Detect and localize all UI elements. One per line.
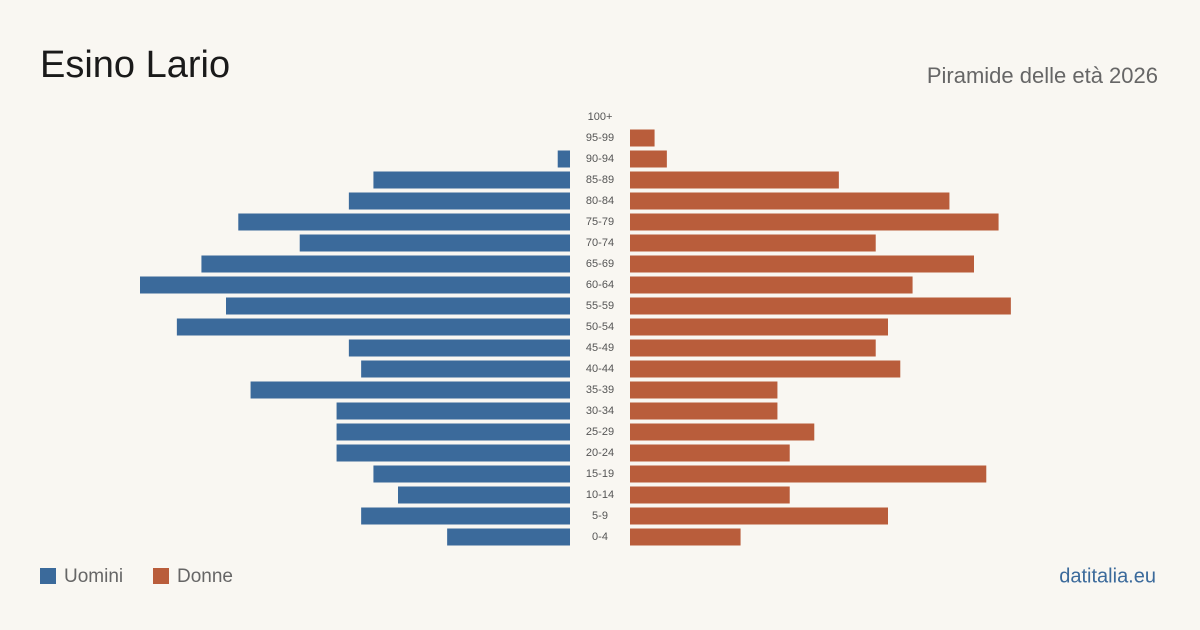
age-label: 45-49 bbox=[586, 342, 614, 354]
age-label: 85-89 bbox=[586, 174, 614, 186]
bar-male bbox=[336, 402, 570, 420]
chart-title: Esino Lario bbox=[40, 44, 230, 86]
bar-female bbox=[630, 486, 790, 504]
age-label: 55-59 bbox=[586, 300, 614, 312]
age-label: 15-19 bbox=[586, 468, 614, 480]
source: datitalia.eu bbox=[1059, 565, 1156, 587]
age-label: 35-39 bbox=[586, 384, 614, 396]
bar-female bbox=[630, 213, 999, 231]
bar-female bbox=[630, 528, 741, 546]
bar-female bbox=[630, 402, 778, 420]
bar-male bbox=[373, 465, 570, 483]
bar-male bbox=[373, 171, 570, 189]
bar-female bbox=[630, 444, 790, 462]
bar-male bbox=[201, 255, 570, 273]
legend-label: Uomini bbox=[64, 566, 123, 587]
age-label: 65-69 bbox=[586, 258, 614, 270]
age-label: 5-9 bbox=[592, 510, 608, 522]
bar-male bbox=[226, 297, 570, 315]
bar-male bbox=[557, 150, 570, 168]
bar-female bbox=[630, 171, 839, 189]
bar-female bbox=[630, 150, 667, 168]
age-label: 25-29 bbox=[586, 426, 614, 438]
bar-female bbox=[630, 318, 888, 336]
bar-female bbox=[630, 423, 815, 441]
bar-male bbox=[336, 444, 570, 462]
bar-female bbox=[630, 381, 778, 399]
age-label: 95-99 bbox=[586, 132, 614, 144]
age-label: 0-4 bbox=[592, 531, 608, 543]
bar-female bbox=[630, 507, 888, 525]
bar-female bbox=[630, 465, 987, 483]
chart-subtitle: Piramide delle età 2026 bbox=[927, 63, 1158, 88]
bar-male bbox=[299, 234, 570, 252]
bar-female bbox=[630, 234, 876, 252]
bar-male bbox=[447, 528, 570, 546]
age-label: 20-24 bbox=[586, 447, 614, 459]
bar-female bbox=[630, 339, 876, 357]
bar-male bbox=[140, 276, 570, 294]
age-label: 40-44 bbox=[586, 363, 614, 375]
bar-male bbox=[238, 213, 571, 231]
bar-female bbox=[630, 255, 974, 273]
age-label: 60-64 bbox=[586, 279, 614, 291]
bar-female bbox=[630, 276, 913, 294]
legend-swatch bbox=[153, 568, 169, 584]
legend-swatch bbox=[40, 568, 56, 584]
age-label: 50-54 bbox=[586, 321, 614, 333]
age-label: 30-34 bbox=[586, 405, 614, 417]
age-label: 70-74 bbox=[586, 237, 614, 249]
age-label: 80-84 bbox=[586, 195, 614, 207]
bar-male bbox=[176, 318, 570, 336]
bar-female bbox=[630, 129, 655, 147]
age-label: 10-14 bbox=[586, 489, 614, 501]
bar-male bbox=[348, 192, 570, 210]
bar-male bbox=[348, 339, 570, 357]
age-label: 100+ bbox=[588, 111, 613, 123]
bar-male bbox=[250, 381, 571, 399]
bar-female bbox=[630, 297, 1011, 315]
bar-female bbox=[630, 192, 950, 210]
bar-male bbox=[336, 423, 570, 441]
legend-label: Donne bbox=[177, 566, 233, 587]
bar-male bbox=[361, 507, 570, 525]
bar-male bbox=[398, 486, 570, 504]
age-label: 90-94 bbox=[586, 153, 614, 165]
age-label: 75-79 bbox=[586, 216, 614, 228]
bar-male bbox=[361, 360, 570, 378]
bar-female bbox=[630, 360, 901, 378]
